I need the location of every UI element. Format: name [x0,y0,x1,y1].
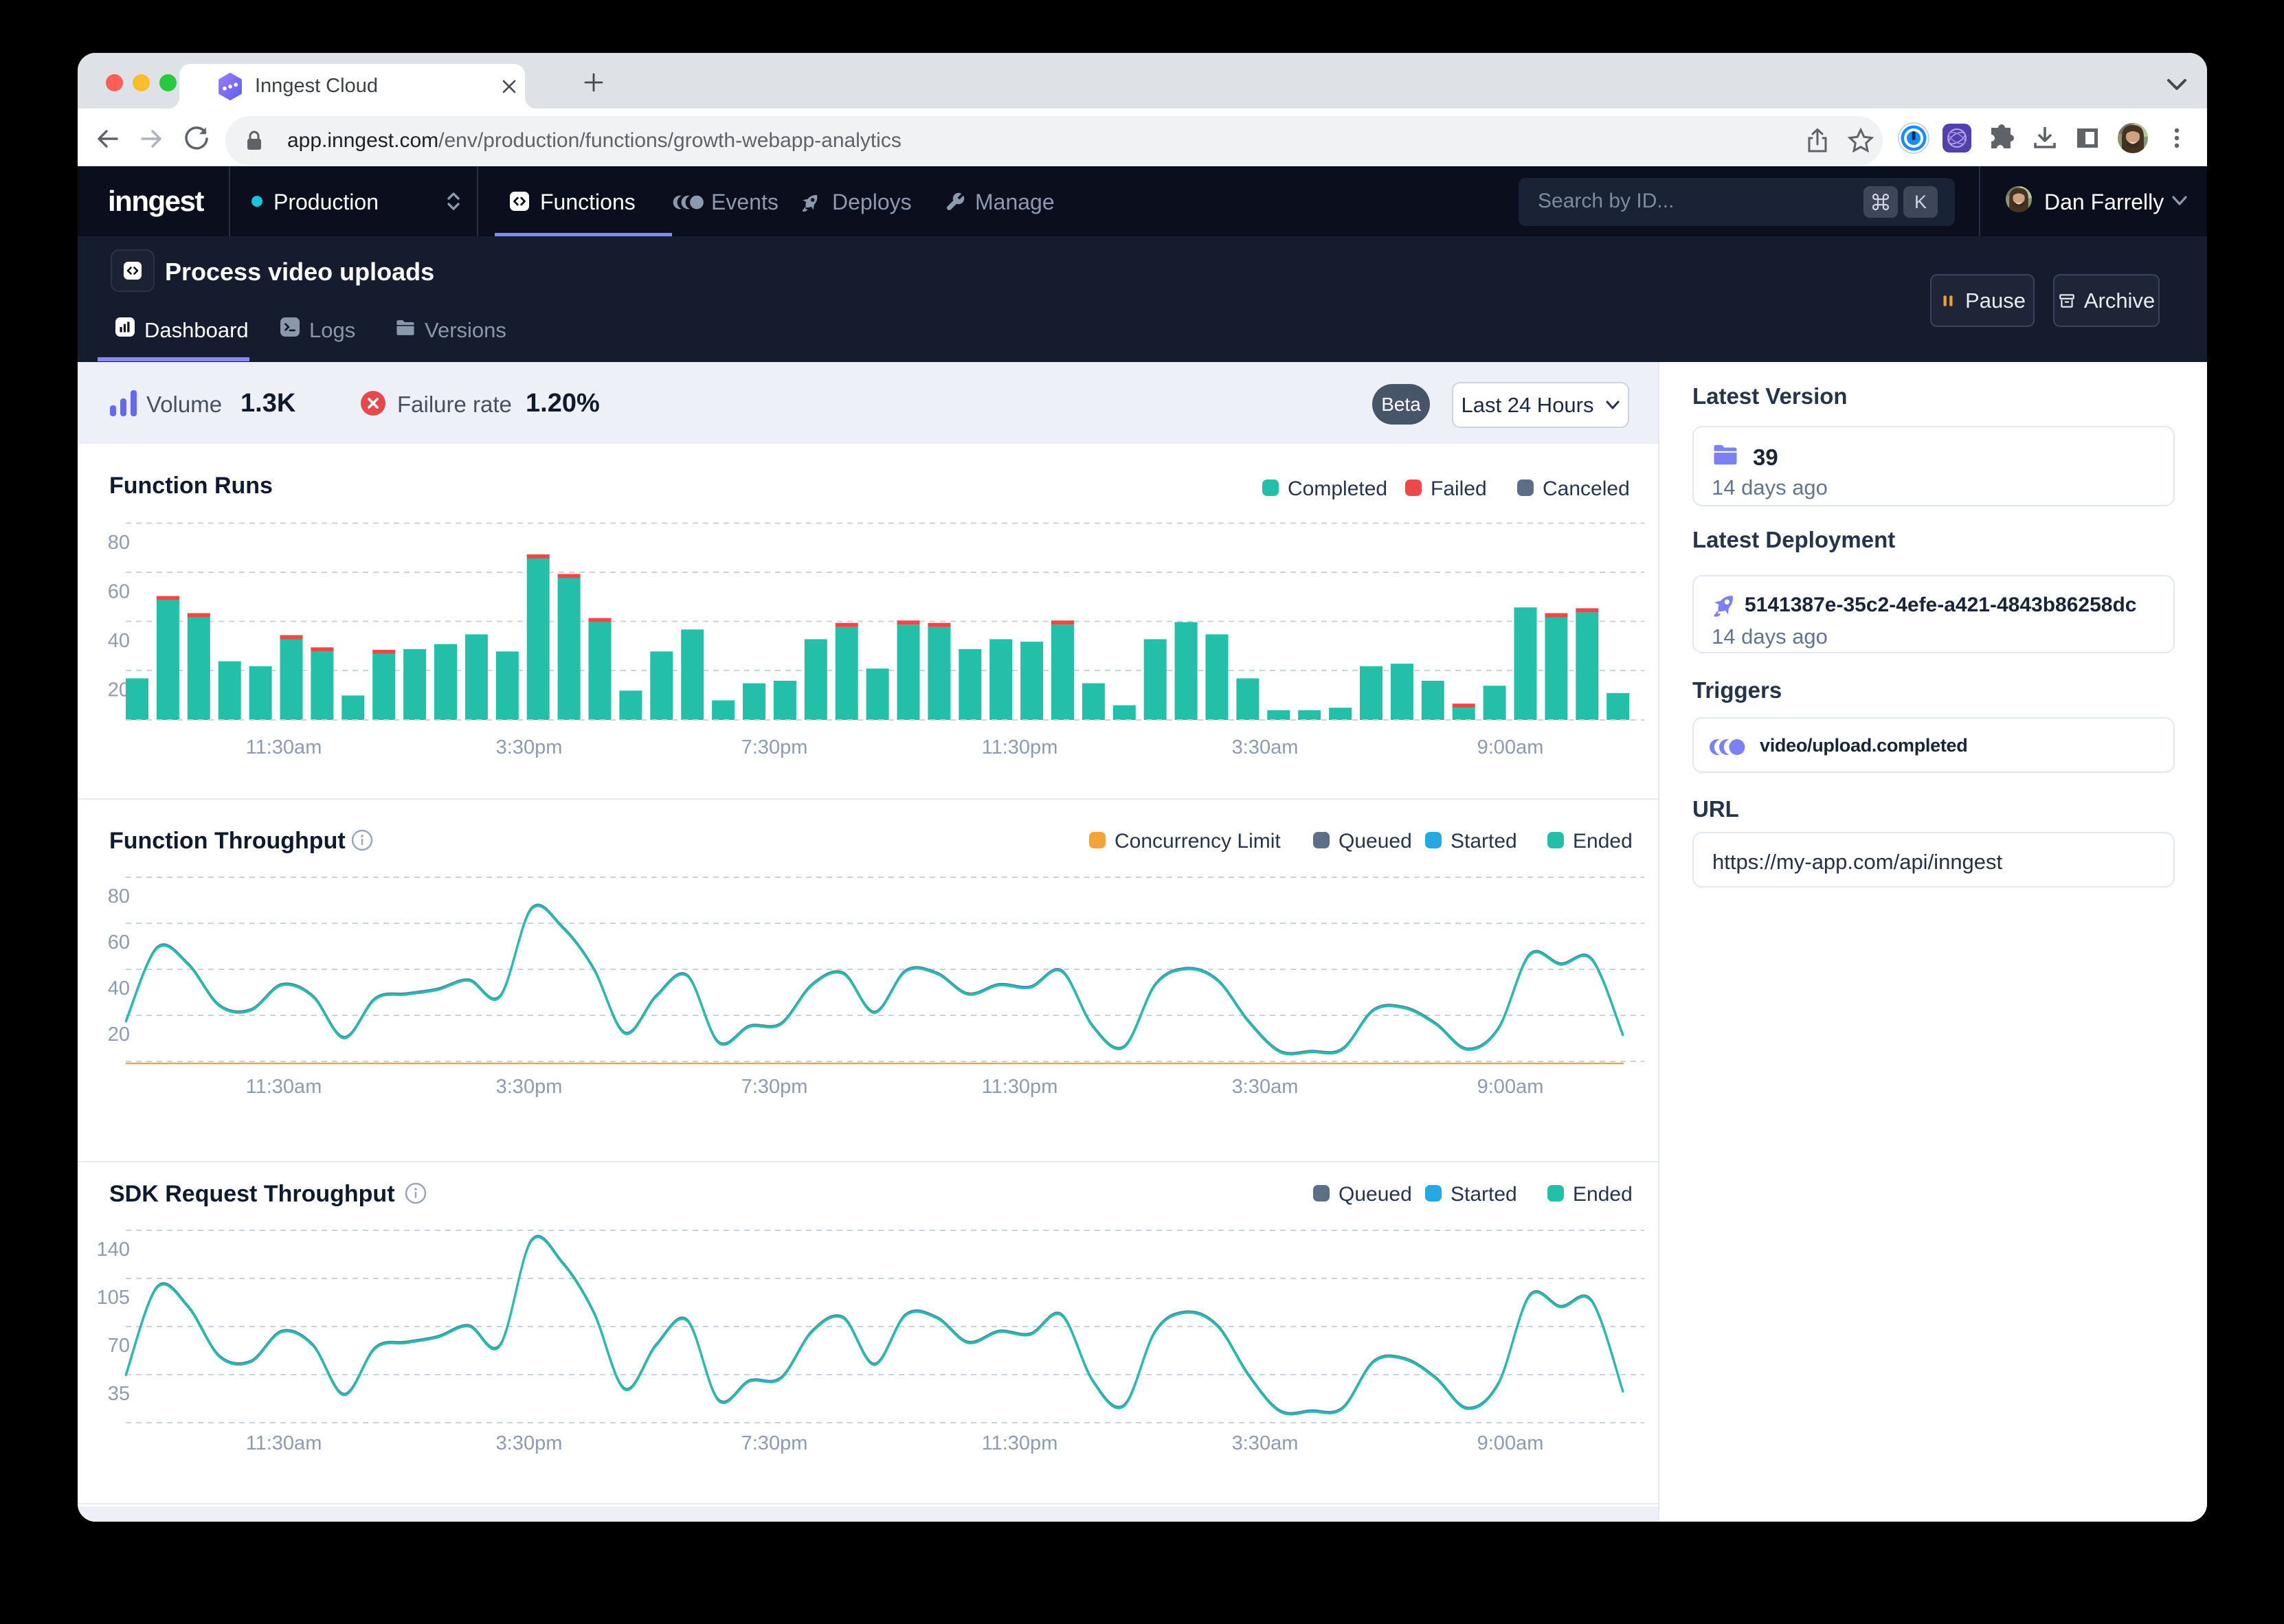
svg-text:40: 40 [108,978,130,1000]
svg-text:7:30pm: 7:30pm [741,1076,808,1098]
svg-text:SDK Request Throughput: SDK Request Throughput [109,1181,395,1207]
svg-text:140: 140 [97,1239,130,1261]
svg-text:7:30pm: 7:30pm [741,736,808,758]
svg-text:11:30am: 11:30am [246,736,322,758]
svg-text:11:30pm: 11:30pm [982,736,1058,758]
svg-text:40: 40 [108,630,130,652]
svg-text:Function Runs: Function Runs [109,473,273,499]
svg-text:60: 60 [108,932,130,954]
svg-text:9:00am: 9:00am [1477,1432,1544,1454]
svg-text:11:30pm: 11:30pm [982,1432,1058,1454]
svg-text:Canceled: Canceled [1543,477,1630,500]
svg-text:Ended: Ended [1573,830,1633,853]
svg-text:Concurrency Limit: Concurrency Limit [1115,830,1281,853]
svg-text:3:30pm: 3:30pm [496,1076,563,1098]
svg-text:3:30pm: 3:30pm [496,736,563,758]
svg-text:80: 80 [108,532,130,554]
svg-text:Started: Started [1451,1183,1517,1206]
svg-text:Queued: Queued [1339,830,1412,853]
svg-text:Failed: Failed [1431,477,1487,500]
svg-text:70: 70 [108,1335,130,1357]
svg-text:3:30am: 3:30am [1232,736,1299,758]
svg-text:80: 80 [108,886,130,907]
svg-text:105: 105 [97,1287,130,1309]
svg-text:Function Throughput: Function Throughput [109,828,346,854]
svg-text:9:00am: 9:00am [1477,1076,1544,1098]
svg-text:35: 35 [108,1383,130,1405]
svg-text:11:30pm: 11:30pm [982,1076,1058,1098]
svg-text:7:30pm: 7:30pm [741,1432,808,1454]
svg-text:20: 20 [108,1024,130,1046]
svg-text:Ended: Ended [1573,1183,1633,1206]
svg-text:3:30am: 3:30am [1232,1432,1299,1454]
svg-text:9:00am: 9:00am [1477,736,1544,758]
svg-text:3:30pm: 3:30pm [496,1432,563,1454]
svg-text:Queued: Queued [1339,1183,1412,1206]
svg-text:60: 60 [108,581,130,603]
svg-text:Completed: Completed [1288,477,1387,500]
svg-text:3:30am: 3:30am [1232,1076,1299,1098]
svg-text:Started: Started [1451,830,1517,853]
svg-text:11:30am: 11:30am [246,1432,322,1454]
svg-text:11:30am: 11:30am [246,1076,322,1098]
